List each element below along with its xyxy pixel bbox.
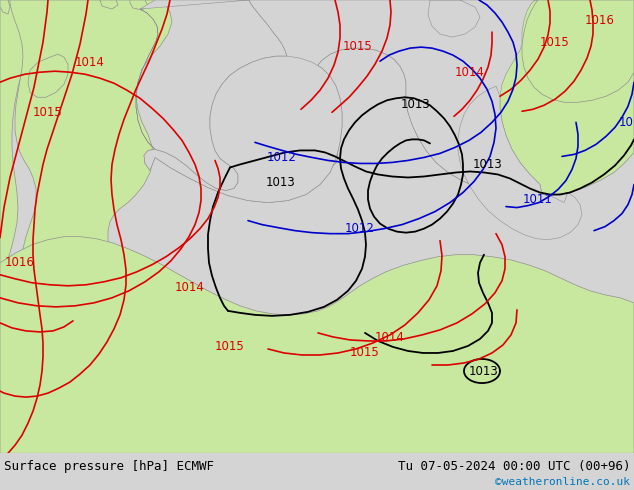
Text: 1014: 1014 (75, 56, 105, 69)
Text: 1016: 1016 (585, 14, 615, 26)
Polygon shape (144, 56, 342, 202)
Text: 1015: 1015 (33, 106, 63, 119)
Text: 1012: 1012 (267, 151, 297, 164)
Text: 1015: 1015 (215, 341, 245, 353)
Polygon shape (452, 20, 470, 32)
Text: 1015: 1015 (343, 40, 373, 52)
Text: ©weatheronline.co.uk: ©weatheronline.co.uk (495, 477, 630, 487)
Polygon shape (249, 0, 634, 196)
Polygon shape (10, 0, 172, 310)
Polygon shape (28, 54, 68, 98)
Text: 10: 10 (619, 116, 634, 129)
Text: 1013: 1013 (473, 158, 503, 171)
Text: Tu 07-05-2024 00:00 UTC (00+96): Tu 07-05-2024 00:00 UTC (00+96) (398, 460, 630, 473)
Polygon shape (144, 56, 342, 202)
Text: 1012: 1012 (345, 222, 375, 235)
Text: 1011: 1011 (523, 193, 553, 206)
Text: 1014: 1014 (175, 281, 205, 294)
Text: 1014: 1014 (455, 66, 485, 79)
Text: 1013: 1013 (401, 98, 431, 111)
Polygon shape (522, 0, 634, 102)
Polygon shape (0, 0, 10, 14)
Text: 1013: 1013 (469, 365, 499, 377)
Text: 1015: 1015 (350, 346, 380, 360)
Text: 1014: 1014 (375, 331, 405, 344)
Text: 1013: 1013 (266, 176, 296, 189)
Polygon shape (0, 0, 38, 283)
Text: 1016: 1016 (5, 256, 35, 269)
Polygon shape (0, 237, 634, 453)
Text: 1015: 1015 (540, 36, 570, 49)
Polygon shape (458, 86, 582, 240)
Text: Surface pressure [hPa] ECMWF: Surface pressure [hPa] ECMWF (4, 460, 214, 473)
Polygon shape (15, 0, 30, 12)
Polygon shape (136, 0, 542, 196)
Polygon shape (100, 0, 118, 9)
Polygon shape (130, 0, 148, 10)
Polygon shape (428, 0, 480, 37)
